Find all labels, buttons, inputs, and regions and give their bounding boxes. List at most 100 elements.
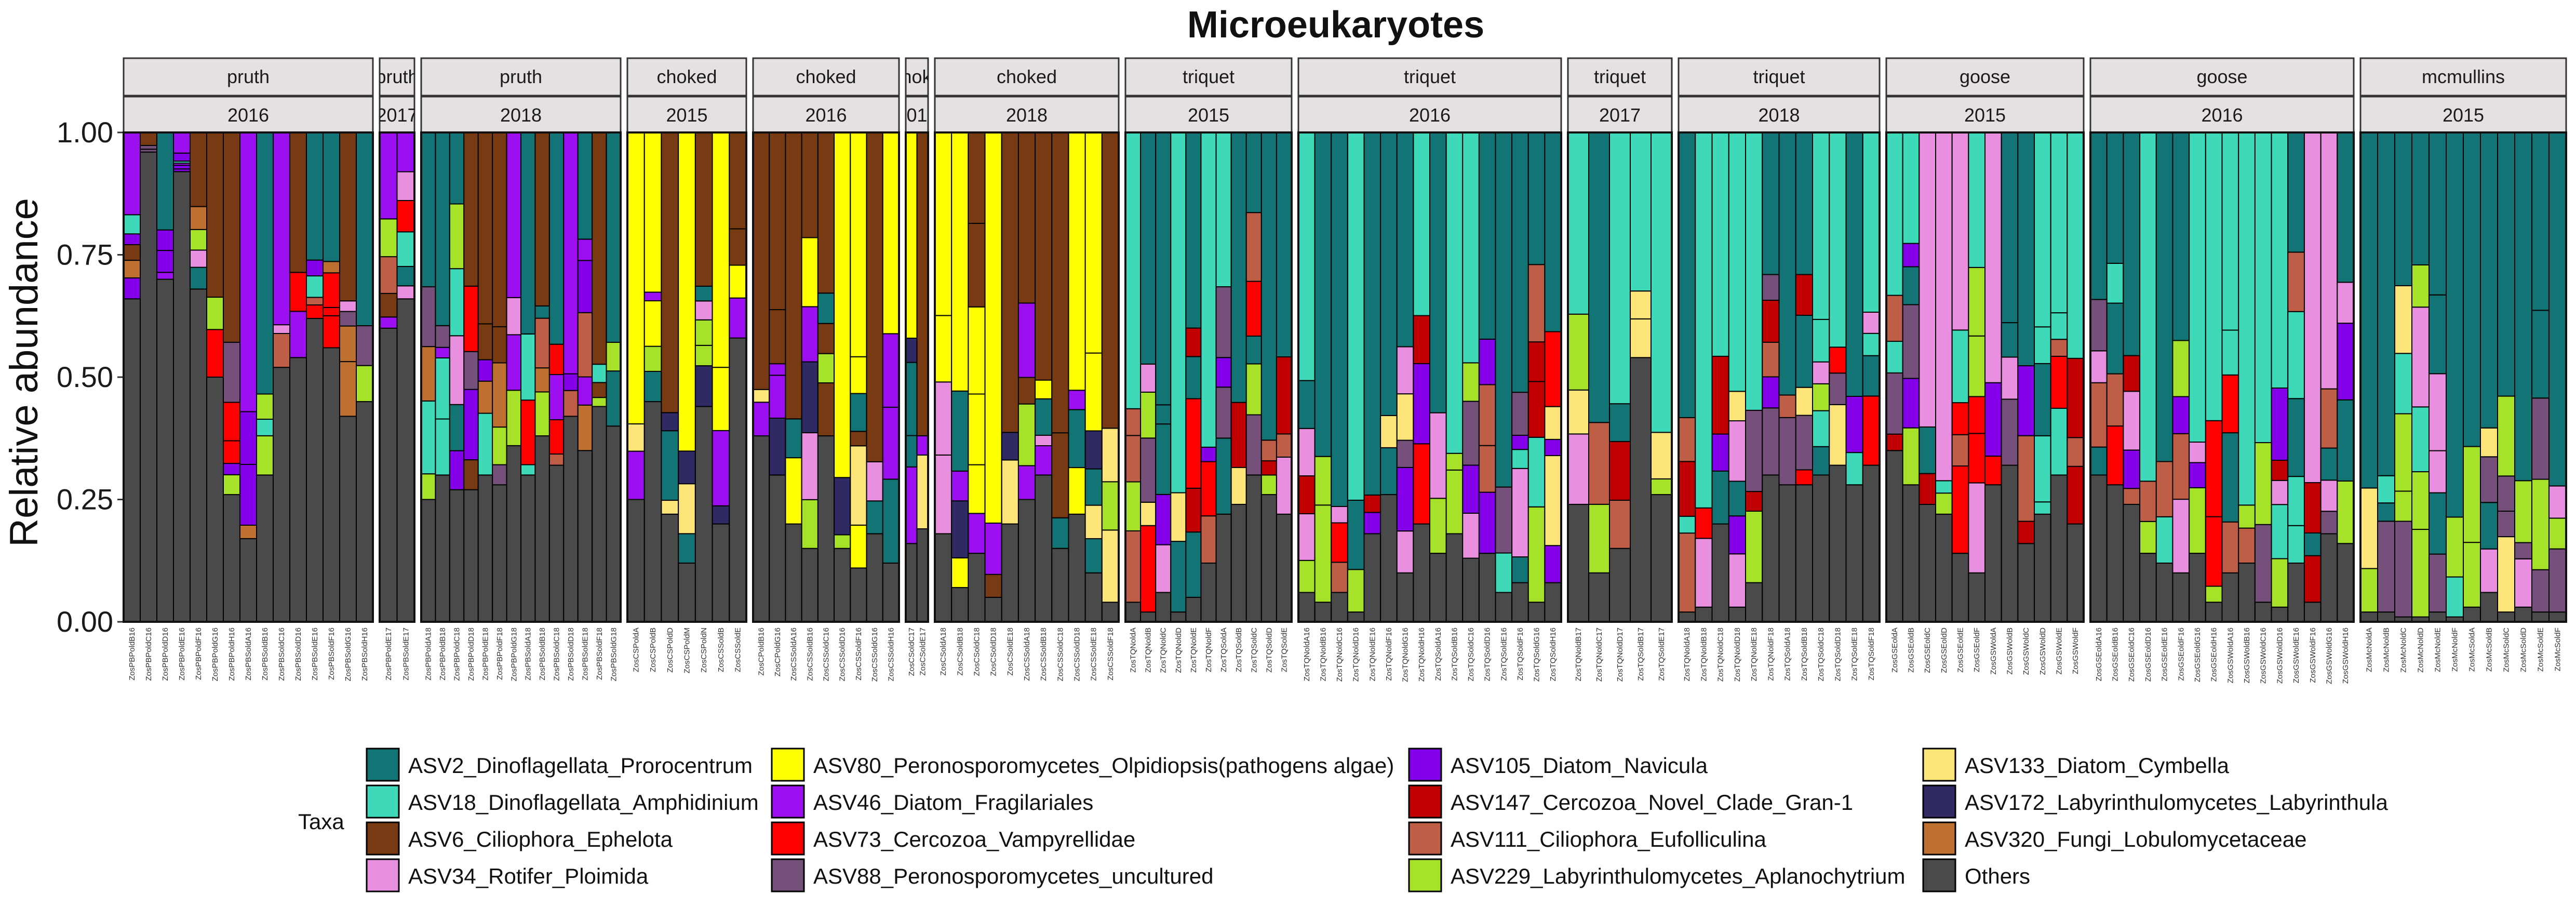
bar-ZosTQSoldE16 (1495, 132, 1513, 622)
bar-segment (223, 474, 240, 496)
bar-segment-others (1711, 523, 1729, 622)
legend-swatch (366, 821, 400, 856)
x-tick-label: ZosPBPoldA18 (424, 628, 433, 681)
bar-segment (2337, 480, 2354, 544)
x-tick-label: ZosPBPoldH16 (227, 628, 236, 681)
bar-segment (2531, 310, 2550, 399)
bar-segment (2205, 132, 2223, 421)
bar-segment (2429, 450, 2447, 494)
bar-segment (850, 524, 867, 569)
bar-segment (1215, 386, 1232, 439)
bar-segment (1200, 461, 1217, 517)
bar-segment (534, 367, 550, 393)
bar-segment (951, 132, 969, 392)
x-tick-label: ZosPBPoldB18 (438, 628, 447, 681)
bar-segment (2531, 132, 2550, 311)
x-tick-label: ZosTQNoldA (1129, 628, 1138, 673)
bar-segment (1588, 132, 1610, 423)
bar-segment (753, 132, 770, 390)
bar-segment-others (769, 474, 786, 623)
bar-segment (534, 391, 550, 437)
bar-ZosCSoldE17 (916, 132, 929, 623)
x-tick-label: ZosCSoldB18 (956, 628, 964, 676)
bar-segment (534, 132, 550, 306)
bar-segment (156, 132, 174, 231)
bar-segment (2205, 516, 2223, 587)
bar-segment (1886, 295, 1903, 342)
bar-segment-others (1260, 494, 1277, 623)
bar-segment (2377, 475, 2395, 504)
bar-segment (2189, 462, 2206, 488)
x-tick-label: ZosTQSoldB16 (1450, 628, 1459, 681)
x-tick-label: ZosGSEoldD16 (2144, 628, 2153, 682)
bar-segment (2411, 471, 2430, 530)
bar-segment (1902, 304, 1920, 379)
bar-segment (606, 342, 621, 372)
bar-segment (2221, 374, 2239, 434)
bar-segment (206, 132, 224, 298)
bar-segment (643, 132, 662, 293)
bar-ZosGSEoldC16 (2123, 132, 2141, 622)
bar-segment-others (1695, 606, 1713, 622)
facet-site-label: triquet (1183, 66, 1235, 87)
bar-segment (1886, 341, 1903, 374)
facet-year-label: 2018 (500, 104, 542, 126)
x-tick-label: ZosCSSoldD16 (838, 628, 847, 681)
bar-segment (1511, 132, 1529, 393)
bar-segment (643, 300, 662, 347)
bar-ZosTQSoldF16 (1511, 132, 1529, 623)
bar-segment (2548, 548, 2567, 613)
facet-strip-year (626, 96, 747, 135)
bar-segment (2287, 476, 2305, 526)
bar-segment-others (1812, 474, 1830, 623)
facet-year-label: 2016 (805, 104, 847, 126)
bar-ZosTQSoldA (1215, 132, 1232, 623)
bar-segment (984, 522, 1002, 575)
bar-segment (1495, 486, 1513, 554)
bar-ZosTQNoldC16 (1331, 132, 1348, 622)
bar-segment (2001, 356, 2019, 400)
bar-segment-others (934, 533, 952, 622)
bar-segment-others (1795, 484, 1813, 622)
legend-item: ASV88_Peronosporomycetes_uncultured (771, 858, 1213, 892)
bar-segment-others (449, 489, 465, 622)
bar-ZosPBSoldG18 (606, 132, 621, 622)
legend-item: ASV73_Cercozoa_Vampyrellidae (771, 821, 1135, 856)
x-tick-label: ZosTQSoldE17 (1657, 628, 1666, 681)
bar-segment (396, 199, 415, 233)
bar-segment (2155, 516, 2174, 564)
bar-segment (379, 256, 398, 294)
bar-ZosCSSoldE18 (1084, 132, 1103, 623)
x-tick-label: ZosCSSoldH16 (887, 628, 895, 681)
bar-ZosTQSoldF18 (1862, 132, 1880, 622)
bar-segment (2531, 397, 2550, 480)
bar-segment (1230, 402, 1247, 468)
bar-ZosPBPoldD16 (156, 132, 174, 622)
panel-border (123, 131, 374, 623)
legend-swatch (771, 784, 805, 819)
bar-segment (1347, 499, 1365, 570)
legend-item: ASV111_Ciliophora_Eufolliculina (1408, 821, 1766, 856)
bar-segment (1795, 469, 1813, 486)
bar-segment (1762, 376, 1780, 409)
bar-segment (2394, 521, 2412, 618)
x-tick-label: ZosCSSoldD18 (1073, 628, 1082, 681)
bar-segment (1413, 315, 1430, 365)
x-tick-label: ZosMcSoldD (2519, 628, 2528, 672)
bar-ZosGSWoldF (2067, 132, 2084, 622)
bar-segment (1745, 491, 1763, 512)
bar-segment (1276, 433, 1293, 458)
bar-segment-others (577, 450, 593, 622)
x-tick-label: ZosGSWoldH16 (2341, 628, 2350, 684)
legend-label: ASV34_Rotifer_Ploimida (408, 864, 649, 888)
bar-segment-others (156, 278, 174, 622)
bar-segment (1630, 132, 1652, 292)
x-tick-label: ZosPBSoldG16 (344, 628, 353, 681)
x-tick-label: ZosGSWoldA16 (2226, 628, 2235, 683)
bar-segment (1140, 391, 1157, 439)
bar-segment (2394, 413, 2412, 492)
bar-segment (882, 132, 900, 335)
bar-segment-others (190, 288, 207, 622)
bar-segment (1778, 394, 1796, 418)
bar-segment-others (817, 435, 835, 622)
